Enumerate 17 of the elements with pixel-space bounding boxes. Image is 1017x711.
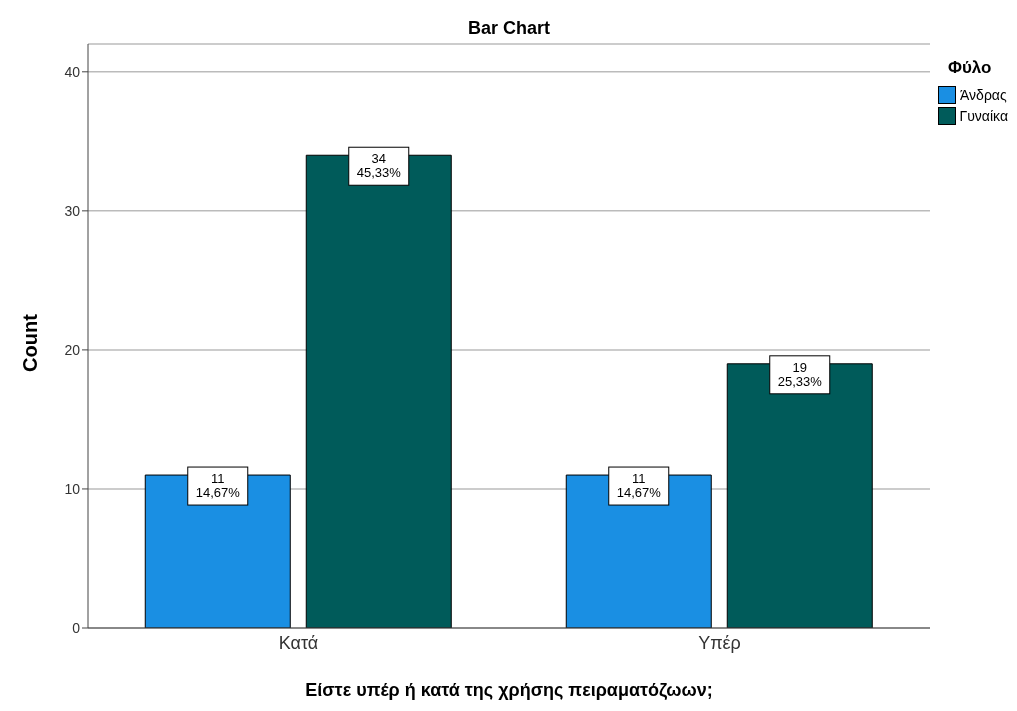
- legend-title: Φύλο: [948, 58, 993, 78]
- data-label: 11 14,67%: [195, 471, 241, 501]
- data-label: 11 14,67%: [616, 471, 662, 501]
- y-tick-label: 40: [64, 63, 81, 80]
- legend-label: Άνδρας: [960, 87, 1007, 103]
- data-label: 34 45,33%: [356, 151, 402, 181]
- x-axis-title: Είστε υπέρ ή κατά της χρήσης πειραματόζωων;: [304, 680, 714, 701]
- legend-label: Γυναίκα: [959, 108, 1008, 124]
- y-tick-label: 30: [64, 202, 81, 219]
- y-tick-label: 20: [64, 341, 81, 358]
- y-tick-label: 10: [64, 480, 81, 497]
- y-tick-label: 0: [72, 619, 81, 636]
- x-tick-label: Υπέρ: [698, 632, 741, 653]
- chart-title: Bar Chart: [467, 18, 551, 39]
- data-label: 19 25,33%: [777, 359, 823, 389]
- x-tick-label: Κατά: [278, 632, 319, 653]
- y-axis-title: Count: [18, 314, 42, 372]
